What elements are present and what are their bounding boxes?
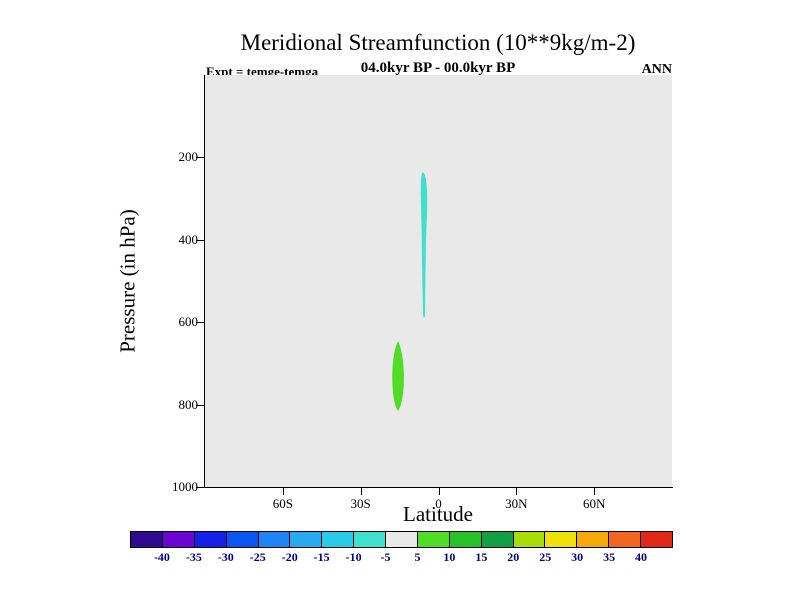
colorbar-segment bbox=[289, 532, 322, 547]
colorbar-segment bbox=[161, 532, 194, 547]
colorbar-label: 25 bbox=[539, 550, 552, 564]
colorbar-segments bbox=[131, 532, 672, 547]
colorbar-segment bbox=[640, 532, 672, 547]
colorbar-label: 15 bbox=[475, 550, 488, 564]
x-tick-label: 60S bbox=[272, 496, 293, 511]
chart-title: Meridional Streamfunction (10**9kg/m-2) bbox=[240, 30, 636, 55]
colorbar-label: -5 bbox=[380, 550, 391, 564]
colorbar-label: -10 bbox=[345, 550, 362, 564]
colorbar-segment bbox=[480, 532, 513, 547]
x-axis-title: Latitude bbox=[403, 502, 473, 526]
colorbar-label: -20 bbox=[281, 550, 298, 564]
y-tick-label: 1000 bbox=[172, 479, 198, 494]
colorbar-segment bbox=[225, 532, 258, 547]
colorbar-label: -30 bbox=[217, 550, 234, 564]
colorbar-label: -35 bbox=[185, 550, 202, 564]
y-axis-title: Pressure (in hPa) bbox=[115, 209, 140, 353]
colorbar-segment bbox=[608, 532, 640, 547]
colorbar-label: 30 bbox=[571, 550, 584, 564]
plot-area bbox=[205, 75, 672, 487]
y-tick-mark bbox=[196, 239, 205, 241]
colorbar-segment bbox=[544, 532, 577, 547]
colorbar-segment bbox=[385, 532, 417, 547]
colorbar-segment bbox=[448, 532, 481, 547]
colorbar-label: -15 bbox=[313, 550, 330, 564]
x-tick-mark bbox=[282, 488, 284, 495]
colorbar bbox=[130, 531, 673, 548]
x-tick-label: 0 bbox=[435, 496, 442, 511]
colorbar-label: -40 bbox=[153, 550, 170, 564]
x-tick-mark bbox=[516, 488, 518, 495]
x-tick-label: 30N bbox=[505, 496, 528, 511]
y-tick-mark bbox=[196, 322, 205, 324]
colorbar-segment bbox=[353, 532, 385, 547]
negative-anomaly-blob bbox=[420, 172, 428, 318]
x-tick-mark bbox=[360, 488, 362, 495]
y-tick-label: 200 bbox=[178, 149, 199, 165]
y-tick-mark bbox=[196, 487, 205, 488]
colorbar-segment bbox=[193, 532, 226, 547]
colorbar-segment bbox=[131, 532, 162, 547]
period-label: 04.0kyr BP - 00.0kyr BP bbox=[360, 60, 516, 76]
colorbar-label: -25 bbox=[249, 550, 266, 564]
colorbar-label: 35 bbox=[603, 550, 616, 564]
colorbar-label: 5 bbox=[414, 550, 421, 564]
colorbar-segment bbox=[576, 532, 609, 547]
colorbar-label: 20 bbox=[507, 550, 520, 564]
x-axis-line bbox=[204, 487, 673, 488]
x-tick-label: 30S bbox=[350, 496, 371, 511]
x-tick-mark bbox=[438, 488, 440, 495]
y-tick-label: 400 bbox=[178, 231, 199, 247]
colorbar-segment bbox=[257, 532, 290, 547]
y-tick-mark bbox=[196, 157, 205, 159]
colorbar-labels: -40 -35 -30 -25 -20 -15 -10 -5 5 10 15 20 25 30 35 40 bbox=[130, 550, 673, 566]
colorbar-label: 40 bbox=[635, 550, 648, 564]
x-tick-label: 60N bbox=[582, 496, 606, 511]
colorbar-segment bbox=[512, 532, 545, 547]
x-tick-mark bbox=[594, 488, 596, 495]
colorbar-segment bbox=[416, 532, 449, 547]
season-label: ANN bbox=[641, 62, 672, 77]
y-tick-mark bbox=[196, 404, 205, 406]
y-tick-label: 600 bbox=[178, 314, 199, 330]
y-tick-label: 800 bbox=[178, 396, 199, 412]
colorbar-label: 10 bbox=[443, 550, 456, 564]
colorbar-segment bbox=[321, 532, 354, 547]
contour-layer bbox=[392, 172, 428, 411]
positive-anomaly-blob bbox=[392, 341, 404, 411]
y-axis-line bbox=[204, 75, 205, 488]
